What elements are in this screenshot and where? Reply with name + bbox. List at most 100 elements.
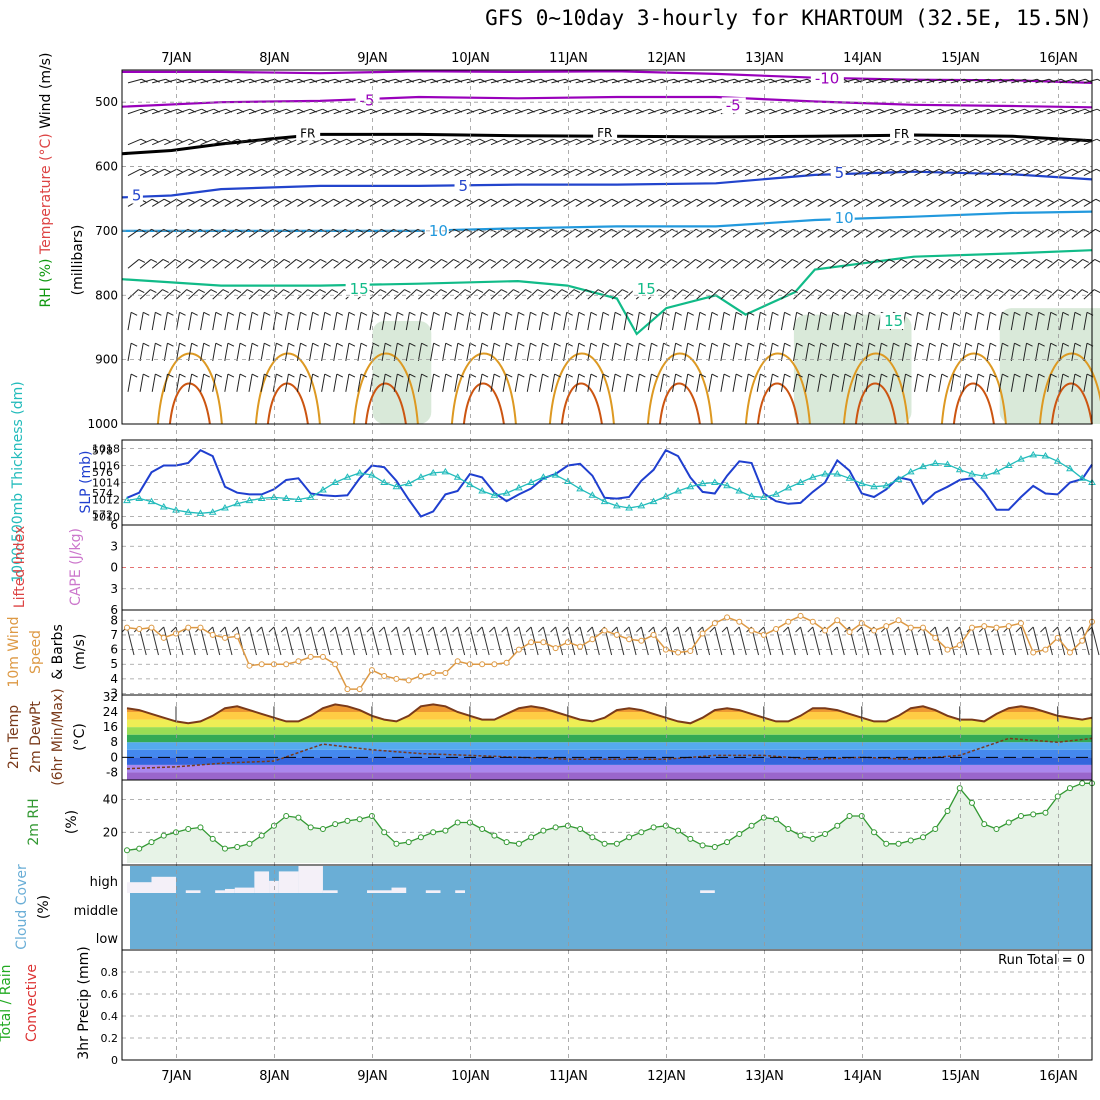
wind-barb-flag bbox=[200, 198, 207, 203]
wind-barb bbox=[454, 312, 459, 331]
wind-barb-flag bbox=[324, 373, 331, 378]
wind-barb-10m bbox=[579, 626, 588, 656]
thickness-point bbox=[343, 473, 352, 480]
wind-barb bbox=[1047, 374, 1052, 392]
wind-barb-10m bbox=[444, 626, 453, 656]
rh2m-point bbox=[760, 814, 767, 821]
contour-label: 10 bbox=[429, 222, 448, 240]
wind-barb-flag bbox=[651, 373, 658, 378]
wind-barb bbox=[708, 374, 713, 392]
wind-speed-point bbox=[968, 624, 975, 631]
wind-barb bbox=[478, 138, 492, 146]
wind-speed-point bbox=[540, 639, 547, 646]
wind-barb bbox=[853, 343, 858, 362]
slp-line bbox=[126, 448, 1093, 518]
wind-barb-flag bbox=[926, 198, 933, 203]
wind-barb-flag bbox=[307, 289, 314, 294]
wind-barb-flag bbox=[276, 311, 283, 316]
wind-barb bbox=[999, 78, 1013, 84]
wind-barb bbox=[781, 259, 793, 269]
wind-barb bbox=[793, 78, 808, 84]
wind-barb bbox=[345, 138, 359, 146]
wind-barb-flag bbox=[1083, 198, 1091, 203]
wind-barb bbox=[430, 343, 435, 362]
wind-barb bbox=[1071, 108, 1086, 115]
wind-speed-point bbox=[650, 631, 657, 638]
wind-barb-10m bbox=[530, 626, 539, 656]
wind-barb bbox=[1071, 374, 1076, 392]
wind-barb bbox=[720, 289, 732, 300]
wind-barb bbox=[890, 198, 903, 207]
wind-barb-flag bbox=[504, 78, 511, 83]
rh2m-point bbox=[846, 812, 853, 819]
wind-barb-flag bbox=[772, 373, 779, 378]
wind-barb-10m bbox=[983, 626, 992, 656]
wind-barb bbox=[1022, 343, 1028, 362]
wind-barb-10m bbox=[616, 626, 625, 656]
wind-barb bbox=[986, 108, 1001, 115]
wind-barb-flag bbox=[542, 342, 549, 347]
wind-barb-flag bbox=[601, 78, 608, 83]
wind-barb-10m bbox=[506, 626, 515, 656]
wind-barb-flag bbox=[203, 311, 210, 316]
wind-barb-flag bbox=[730, 289, 738, 294]
wind-barb bbox=[732, 168, 746, 177]
wind-barb-10m bbox=[346, 626, 355, 656]
wind-barb bbox=[514, 259, 527, 269]
wind-barb-flag bbox=[815, 289, 823, 294]
wind-barb-flag bbox=[518, 311, 525, 316]
wind-barb bbox=[841, 78, 856, 84]
wind-speed-point bbox=[332, 661, 339, 668]
wind-barb-flag bbox=[490, 198, 498, 203]
wind-barb-flag bbox=[1048, 78, 1056, 83]
rh2m-point bbox=[638, 829, 645, 836]
date-label-top: 13JAN bbox=[745, 51, 784, 66]
wind-barb bbox=[151, 228, 164, 238]
wind-barb-flag bbox=[627, 342, 634, 347]
precip-ylabel-convective: Convective bbox=[24, 964, 40, 1042]
y-tick-label: 1000 bbox=[87, 417, 118, 431]
wind-barb-flag bbox=[905, 311, 912, 316]
wind-barb bbox=[273, 108, 287, 115]
thickness-point bbox=[612, 501, 621, 509]
wind-barb bbox=[212, 168, 226, 177]
wind-barb-flag bbox=[828, 258, 835, 263]
thickness-point bbox=[196, 509, 205, 516]
wind-barb bbox=[514, 289, 526, 300]
wind-speed-point bbox=[160, 634, 167, 641]
wind-barb-flag bbox=[613, 78, 620, 83]
wind-barb bbox=[538, 374, 544, 392]
wind-barb-flag bbox=[167, 373, 174, 378]
rh2m-point bbox=[1054, 793, 1061, 800]
wind-barb-10m bbox=[212, 626, 221, 656]
wind-barb-flag bbox=[407, 78, 414, 83]
wind-barb-flag bbox=[998, 228, 1005, 233]
wind-barb-flag bbox=[820, 311, 828, 316]
wind-barb bbox=[853, 312, 858, 331]
wind-barb-flag bbox=[953, 373, 961, 378]
wind-barb bbox=[164, 78, 178, 84]
wind-barb-flag bbox=[590, 311, 598, 316]
thickness-point bbox=[906, 467, 915, 475]
wind-barb-flag bbox=[590, 373, 598, 378]
wind10m-ylabel-3: & Barbs bbox=[50, 624, 66, 680]
thickness-point bbox=[123, 496, 131, 504]
wind-barb-flag bbox=[392, 289, 399, 294]
wind-barb-10m bbox=[542, 626, 551, 656]
wind-barb bbox=[490, 108, 505, 115]
wind-speed-point bbox=[834, 617, 841, 624]
wind-barb bbox=[176, 138, 190, 146]
wind-barb bbox=[236, 198, 250, 207]
thickness-point bbox=[417, 473, 425, 480]
wind-barb-flag bbox=[336, 373, 344, 378]
wind-barb-flag bbox=[844, 342, 852, 347]
wind-barb-flag bbox=[308, 258, 315, 263]
wind-speed-point bbox=[711, 620, 718, 627]
wind-speed-point bbox=[1042, 646, 1049, 653]
wind-barb bbox=[345, 198, 359, 207]
wind-barb-flag bbox=[745, 168, 752, 173]
wind-barb-flag bbox=[793, 168, 801, 173]
wind-barb bbox=[660, 168, 674, 177]
wind-barb bbox=[684, 259, 696, 269]
wind-barb bbox=[696, 168, 710, 177]
